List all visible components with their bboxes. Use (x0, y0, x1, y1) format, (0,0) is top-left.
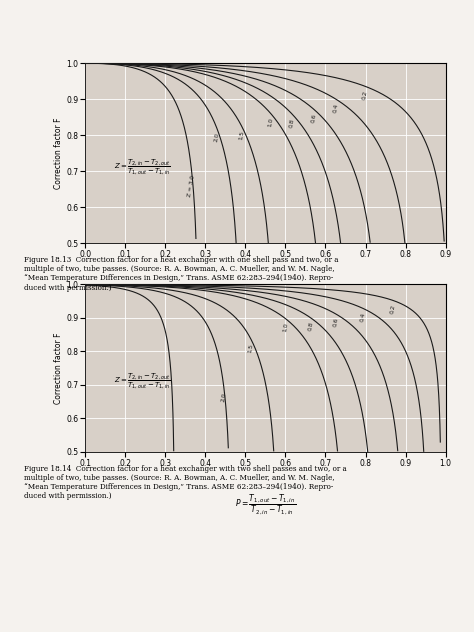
Text: 1.5: 1.5 (239, 130, 245, 140)
Y-axis label: Correction factor F: Correction factor F (55, 118, 64, 189)
Text: 2.0: 2.0 (213, 131, 220, 142)
Text: 1.5: 1.5 (248, 343, 254, 353)
Text: Figure 18.13  Correction factor for a heat exchanger with one shell pass and two: Figure 18.13 Correction factor for a hea… (24, 256, 338, 291)
Text: Z = 3.0: Z = 3.0 (187, 174, 196, 197)
Text: 1.0: 1.0 (268, 118, 274, 127)
Text: $Z = \dfrac{T_{2,in} - T_{2,out}}{T_{1,out} - T_{1,in}}$: $Z = \dfrac{T_{2,in} - T_{2,out}}{T_{1,o… (114, 158, 171, 177)
Text: 0.4: 0.4 (359, 312, 366, 322)
Text: 0.2: 0.2 (390, 304, 397, 314)
Text: 0.4: 0.4 (332, 102, 339, 112)
Text: 0.6: 0.6 (311, 113, 317, 123)
Text: 1.0: 1.0 (282, 322, 289, 332)
Text: 0.6: 0.6 (332, 317, 339, 327)
Text: $P = \dfrac{T_{1,out} - T_{1,in}}{T_{2,in} - T_{1,in}}$: $P = \dfrac{T_{1,out} - T_{1,in}}{T_{2,i… (235, 283, 296, 307)
Y-axis label: Correction factor F: Correction factor F (55, 332, 64, 404)
Text: $P = \dfrac{T_{1,out} - T_{1,in}}{T_{2,in} - T_{1,in}}$: $P = \dfrac{T_{1,out} - T_{1,in}}{T_{2,i… (235, 492, 296, 516)
Text: 0.8: 0.8 (307, 321, 314, 331)
Text: 0.2: 0.2 (361, 90, 368, 100)
Text: 2.0: 2.0 (221, 392, 228, 402)
Text: $Z = \dfrac{T_{2,in} - T_{2,out}}{T_{1,out} - T_{1,in}}$: $Z = \dfrac{T_{2,in} - T_{2,out}}{T_{1,o… (114, 372, 171, 391)
Text: Figure 18.14  Correction factor for a heat exchanger with two shell passes and t: Figure 18.14 Correction factor for a hea… (24, 465, 346, 500)
Text: 0.8: 0.8 (289, 118, 296, 128)
